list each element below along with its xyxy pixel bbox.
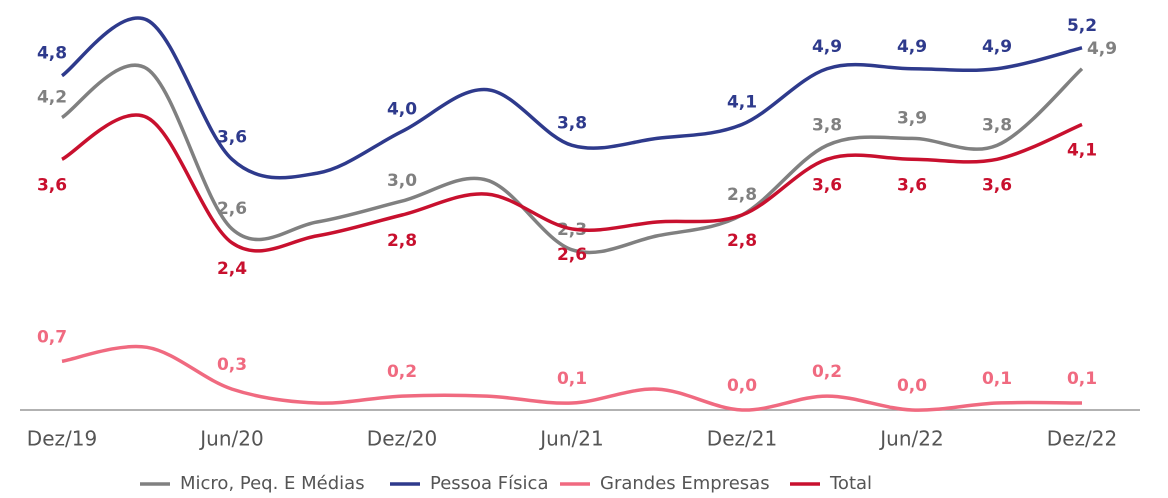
- data-label: 3,0: [387, 171, 417, 191]
- x-tick-label: Jun/22: [878, 427, 943, 451]
- data-label: 0,1: [1067, 369, 1097, 389]
- series-line: [61, 113, 1083, 253]
- data-label: 2,8: [727, 231, 757, 251]
- data-label: 4,9: [897, 37, 927, 57]
- data-label: 2,4: [217, 259, 247, 279]
- data-label: 3,8: [557, 113, 587, 133]
- data-label: 0,3: [217, 355, 247, 375]
- x-tick-label: Dez/21: [707, 427, 777, 451]
- data-label: 3,9: [897, 108, 927, 128]
- legend-label: Pessoa Física: [430, 473, 548, 494]
- series-line: [61, 344, 1083, 412]
- data-label: 3,6: [982, 175, 1012, 195]
- legend-label: Total: [829, 473, 872, 494]
- data-label: 0,2: [812, 362, 842, 382]
- data-label: 4,9: [812, 37, 842, 57]
- data-label: 3,6: [217, 127, 247, 147]
- data-label: 3,6: [897, 175, 927, 195]
- data-label: 0,0: [897, 376, 927, 396]
- x-tick-label: Dez/22: [1047, 427, 1117, 451]
- data-label: 2,6: [217, 199, 247, 219]
- data-label: 3,6: [37, 175, 67, 195]
- data-label: 4,8: [37, 44, 67, 64]
- x-tick-label: Dez/19: [27, 427, 97, 451]
- data-label: 0,2: [387, 362, 417, 382]
- data-label: 0,0: [727, 376, 757, 396]
- x-tick-label: Dez/20: [367, 427, 437, 451]
- data-label: 3,8: [982, 115, 1012, 135]
- data-label: 2,6: [557, 245, 587, 265]
- x-tick-label: Jun/21: [538, 427, 603, 451]
- data-label: 0,7: [37, 327, 67, 347]
- data-label: 4,9: [982, 37, 1012, 57]
- data-label: 3,8: [812, 115, 842, 135]
- legend-label: Micro, Peq. E Médias: [180, 473, 365, 494]
- series-line: [61, 63, 1084, 255]
- data-label: 4,1: [1067, 140, 1097, 160]
- data-label: 4,1: [727, 92, 757, 112]
- data-label: 2,8: [727, 185, 757, 205]
- data-label: 4,9: [1087, 39, 1117, 59]
- data-label: 4,0: [387, 99, 417, 119]
- legend-label: Grandes Empresas: [600, 473, 770, 494]
- x-tick-label: Jun/20: [198, 427, 263, 451]
- series-line: [60, 16, 1083, 180]
- data-label: 2,8: [387, 231, 417, 251]
- data-label: 3,6: [812, 175, 842, 195]
- data-label: 5,2: [1067, 16, 1097, 36]
- data-label: 0,1: [557, 369, 587, 389]
- data-label: 0,1: [982, 369, 1012, 389]
- data-label: 4,2: [37, 88, 67, 108]
